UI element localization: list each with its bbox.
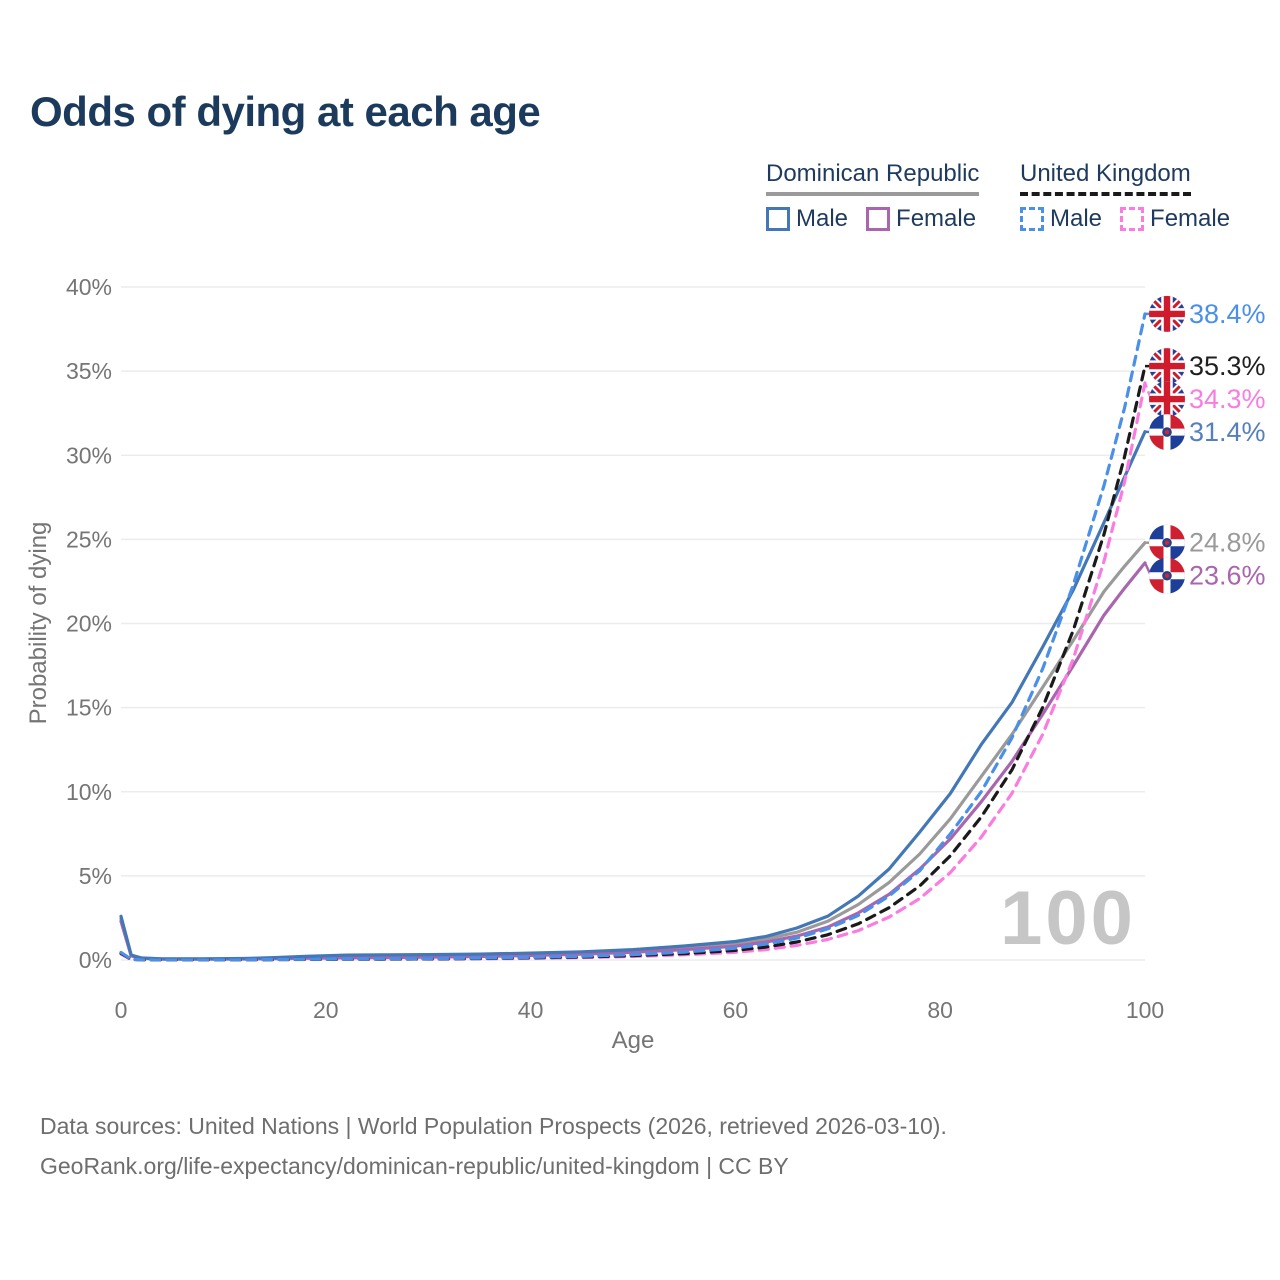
series-line-do-male[interactable] — [119, 430, 1147, 961]
y-tick-label: 30% — [66, 442, 112, 468]
x-axis-title: Age — [612, 1027, 655, 1054]
y-tick-label: 40% — [66, 274, 112, 300]
do-flag-icon — [1149, 524, 1185, 561]
legend-item-dr-male[interactable]: Male — [766, 205, 848, 233]
data-source-footer: Data sources: United Nations | World Pop… — [40, 1106, 947, 1186]
y-tick-label: 10% — [66, 779, 112, 805]
series-line-uk-female[interactable] — [119, 381, 1147, 962]
end-value-label-do-male: 31.4% — [1189, 417, 1266, 447]
legend-item-label: Male — [1050, 205, 1103, 232]
legend-group-dominican-republic: Dominican Republic Male Female — [766, 160, 998, 233]
y-tick-label: 15% — [66, 695, 112, 721]
x-tick-label: 60 — [723, 997, 749, 1023]
y-tick-label: 35% — [66, 358, 112, 384]
y-tick-label: 25% — [66, 526, 112, 552]
uk-flag-icon — [1149, 348, 1185, 385]
legend-header-united-kingdom[interactable]: United Kingdom — [1020, 160, 1191, 196]
page-title: Odds of dying at each age — [30, 88, 541, 135]
end-value-label-do-all: 24.8% — [1189, 528, 1266, 558]
legend-item-label: Female — [896, 205, 977, 232]
footer-line-1: Data sources: United Nations | World Pop… — [40, 1113, 947, 1139]
legend-header-dominican-republic[interactable]: Dominican Republic — [766, 160, 980, 196]
x-tick-label: 100 — [1126, 997, 1164, 1023]
age-watermark: 100 — [1000, 876, 1136, 961]
uk-female-swatch-icon — [1120, 207, 1145, 231]
y-tick-label: 0% — [79, 947, 112, 973]
series-line-uk-male[interactable] — [119, 312, 1147, 962]
end-value-label-do-female: 23.6% — [1189, 561, 1266, 591]
legend-item-uk-male[interactable]: Male — [1020, 205, 1102, 233]
end-value-label-uk-female: 34.3% — [1189, 384, 1266, 414]
uk-flag-icon — [1149, 295, 1185, 332]
uk-flag-icon — [1149, 381, 1185, 418]
legend-group-united-kingdom: United Kingdom Male Female — [1020, 160, 1260, 233]
dr-female-swatch-icon — [866, 207, 891, 231]
series-line-do-all[interactable] — [119, 541, 1147, 961]
legend-item-label: Male — [796, 205, 849, 232]
footer-line-2: GeoRank.org/life-expectancy/dominican-re… — [40, 1153, 789, 1179]
uk-male-swatch-icon — [1020, 207, 1044, 231]
end-value-label-uk-all: 35.3% — [1189, 351, 1266, 381]
legend-item-dr-female[interactable]: Female — [866, 205, 976, 233]
x-tick-label: 40 — [518, 997, 544, 1023]
y-tick-label: 20% — [66, 611, 112, 637]
y-axis-title: Probability of dying — [25, 522, 52, 725]
do-flag-icon — [1149, 414, 1185, 451]
x-tick-label: 0 — [115, 997, 128, 1023]
x-tick-label: 80 — [927, 997, 953, 1023]
legend-item-label: Female — [1150, 205, 1231, 232]
dr-male-swatch-icon — [766, 207, 790, 231]
y-tick-label: 5% — [79, 863, 112, 889]
end-value-label-uk-male: 38.4% — [1189, 299, 1266, 329]
x-tick-label: 20 — [313, 997, 339, 1023]
legend-item-uk-female[interactable]: Female — [1120, 205, 1230, 233]
do-flag-icon — [1149, 557, 1185, 594]
